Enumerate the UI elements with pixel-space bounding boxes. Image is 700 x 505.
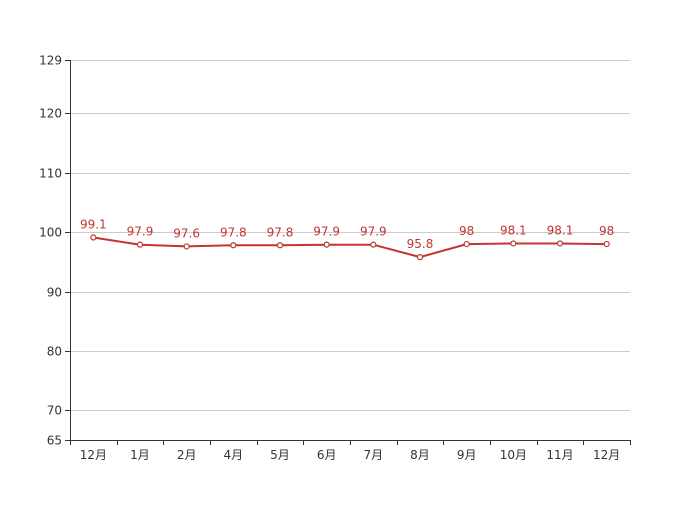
data-label: 97.9 <box>127 225 154 239</box>
data-point <box>90 234 97 241</box>
series-layer <box>90 234 610 261</box>
y-tick-label: 129 <box>39 54 62 68</box>
data-label: 99.1 <box>80 218 107 232</box>
data-point <box>276 242 284 249</box>
y-tick-label: 65 <box>47 434 62 448</box>
x-tick-label: 2月 <box>177 448 197 462</box>
axis-layer: 129 120 110 100 90 80 70 65 12月 1月 2月 4月 5月 6月 7月 8月 9月 1… <box>39 54 631 462</box>
y-tick-label: 100 <box>39 226 62 240</box>
data-label: 98.1 <box>500 223 527 237</box>
series-line <box>93 236 607 259</box>
y-tick-label: 70 <box>47 404 62 418</box>
data-point <box>136 241 144 248</box>
x-tick-label: 8月 <box>410 448 430 462</box>
data-point <box>416 254 424 261</box>
data-label: 97.9 <box>360 225 387 239</box>
y-tick-label: 90 <box>47 286 62 300</box>
x-tick-label: 5月 <box>270 448 290 462</box>
x-tick-label: 7月 <box>364 448 384 462</box>
x-tick-label: 12月 <box>593 448 620 462</box>
data-label: 97.8 <box>220 225 247 239</box>
data-point <box>370 241 377 248</box>
data-label: 98 <box>459 224 474 238</box>
data-label: 95.8 <box>407 237 434 251</box>
data-point <box>510 240 517 247</box>
data-label: 98.1 <box>547 223 574 237</box>
grid-layer <box>70 60 630 411</box>
data-point <box>323 241 330 248</box>
y-tick-label: 120 <box>39 107 62 121</box>
data-point <box>556 240 564 247</box>
x-tick-label: 4月 <box>224 448 244 462</box>
y-tick-label: 80 <box>47 345 62 359</box>
y-tick-label: 110 <box>39 167 62 181</box>
x-tick-label: 11月 <box>546 448 573 462</box>
data-label: 97.6 <box>173 226 200 240</box>
data-point <box>230 242 237 249</box>
x-tick-label: 6月 <box>317 448 337 462</box>
data-point <box>603 240 610 248</box>
data-label: 98 <box>599 224 614 238</box>
x-tick-label: 10月 <box>500 448 527 462</box>
data-label: 97.8 <box>267 225 294 239</box>
x-tick-label: 1月 <box>130 448 150 462</box>
x-tick-label: 9月 <box>457 448 477 462</box>
data-point <box>463 240 470 248</box>
x-tick-label: 12月 <box>80 448 107 462</box>
label-layer: 99.1 97.9 97.6 97.8 97.8 97.9 97.9 95.8 98 98.1 98… <box>80 218 614 252</box>
data-label: 97.9 <box>313 225 340 239</box>
data-point <box>183 243 190 250</box>
